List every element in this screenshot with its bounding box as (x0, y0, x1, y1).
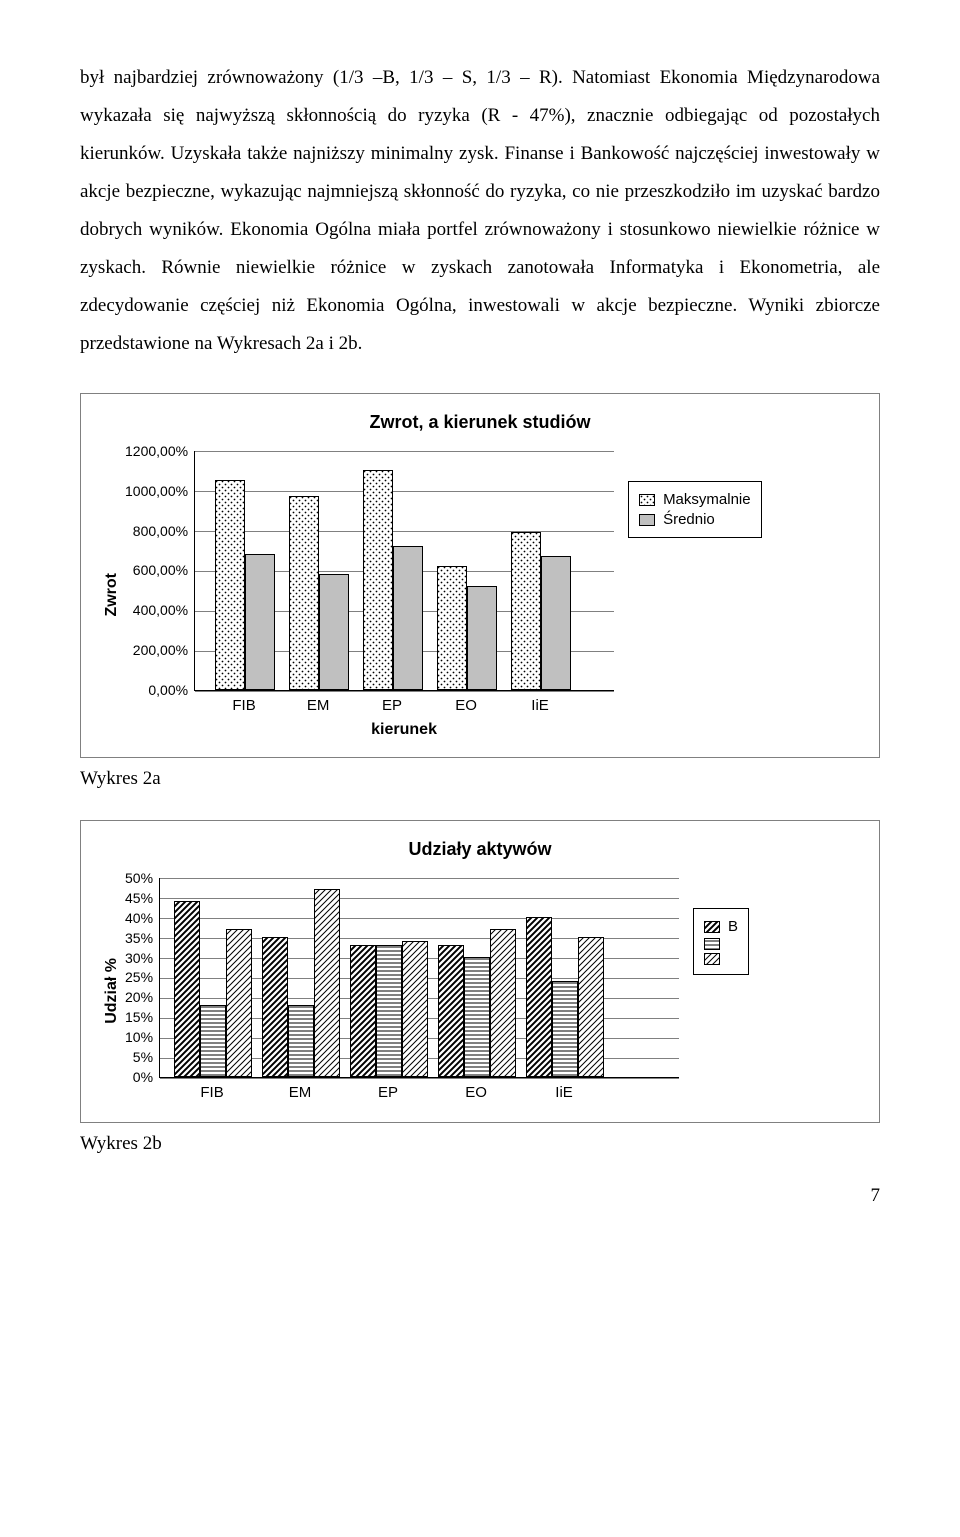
chart1-yaxis-label: Zwrot (99, 573, 125, 617)
ytick-label: 0% (125, 1070, 153, 1071)
bar (376, 945, 402, 1077)
bar (578, 937, 604, 1077)
bar (226, 929, 252, 1077)
bar (526, 917, 552, 1077)
ytick-label: 5% (125, 1050, 153, 1051)
bar (319, 574, 349, 690)
chart2-title: Udziały aktywów (99, 839, 861, 860)
bar (438, 945, 464, 1077)
bar (402, 941, 428, 1077)
gridline (195, 451, 614, 452)
gridline (160, 878, 679, 879)
legend-item: Maksymalnie (639, 491, 751, 508)
xtick-label: FIB (232, 697, 255, 714)
chart2-plot-area (159, 878, 679, 1078)
gridline (160, 898, 679, 899)
xtick-label: EO (455, 697, 477, 714)
ytick-label: 30% (125, 951, 153, 952)
xtick-label: EO (465, 1084, 487, 1101)
gridline (195, 491, 614, 492)
chart-udzialy: Udziały aktywów Udział % 50% 45% 40% 35% 30%… (80, 820, 880, 1123)
legend-item: Średnio (639, 511, 751, 528)
gridline (195, 691, 614, 692)
legend-item (704, 938, 738, 950)
ytick-label: 200,00% (125, 643, 188, 644)
bar (350, 945, 376, 1077)
gridline (160, 918, 679, 919)
bar (245, 554, 275, 690)
legend-label: Średnio (663, 511, 715, 528)
ytick-label: 800,00% (125, 524, 188, 525)
legend-item (704, 953, 738, 965)
chart1-xaxis-label: kierunek (194, 721, 614, 739)
bar (363, 470, 393, 690)
bar (464, 957, 490, 1077)
chart2-legend: B (693, 908, 749, 975)
bar (541, 556, 571, 690)
page-number: 7 (80, 1185, 880, 1207)
caption-2b: Wykres 2b (80, 1133, 880, 1155)
ytick-label: 10% (125, 1030, 153, 1031)
xtick-label: IiE (531, 697, 549, 714)
bar (288, 1005, 314, 1077)
chart1-yticks: 1200,00%1000,00%800,00%600,00%400,00%200… (125, 451, 194, 691)
bar (393, 546, 423, 690)
legend-label: B (728, 918, 738, 935)
bar (467, 586, 497, 690)
chart1-xticks: FIB EM EP EO IiE (194, 697, 614, 717)
xtick-label: EM (289, 1084, 312, 1101)
ytick-label: 0,00% (125, 683, 188, 684)
ytick-label: 25% (125, 970, 153, 971)
chart1-title: Zwrot, a kierunek studiów (99, 412, 861, 433)
ytick-label: 15% (125, 1010, 153, 1011)
xtick-label: FIB (200, 1084, 223, 1101)
ytick-label: 40% (125, 911, 153, 912)
ytick-label: 400,00% (125, 603, 188, 604)
gridline (160, 1078, 679, 1079)
chart1-plot-area (194, 451, 614, 691)
xtick-label: EP (378, 1084, 398, 1101)
chart2-xticks: FIB EM EP EO IiE (159, 1084, 679, 1104)
bar (552, 981, 578, 1077)
bar (314, 889, 340, 1077)
xtick-label: EM (307, 697, 330, 714)
ytick-label: 50% (125, 871, 153, 872)
chart1-legend: Maksymalnie Średnio (628, 481, 762, 538)
chart2-yticks: 50%45%40%35%30%25%20%15%10%5%0% (125, 878, 159, 1078)
legend-item: B (704, 918, 738, 935)
chart2-yaxis-label: Udział % (99, 958, 125, 1024)
legend-label: Maksymalnie (663, 491, 751, 508)
caption-2a: Wykres 2a (80, 768, 880, 790)
bar (511, 532, 541, 690)
ytick-label: 20% (125, 990, 153, 991)
bar (490, 929, 516, 1077)
ytick-label: 1000,00% (125, 484, 188, 485)
xtick-label: IiE (555, 1084, 573, 1101)
bar (200, 1005, 226, 1077)
bar (289, 496, 319, 690)
xtick-label: EP (382, 697, 402, 714)
ytick-label: 600,00% (125, 563, 188, 564)
body-paragraph: był najbardziej zrównoważony (1/3 –B, 1/… (80, 59, 880, 363)
ytick-label: 35% (125, 931, 153, 932)
bar (437, 566, 467, 690)
bar (215, 480, 245, 690)
chart-zwrot: Zwrot, a kierunek studiów Zwrot 1200,00%… (80, 393, 880, 758)
bar (262, 937, 288, 1077)
ytick-label: 45% (125, 891, 153, 892)
ytick-label: 1200,00% (125, 444, 188, 445)
gridline (195, 531, 614, 532)
bar (174, 901, 200, 1077)
